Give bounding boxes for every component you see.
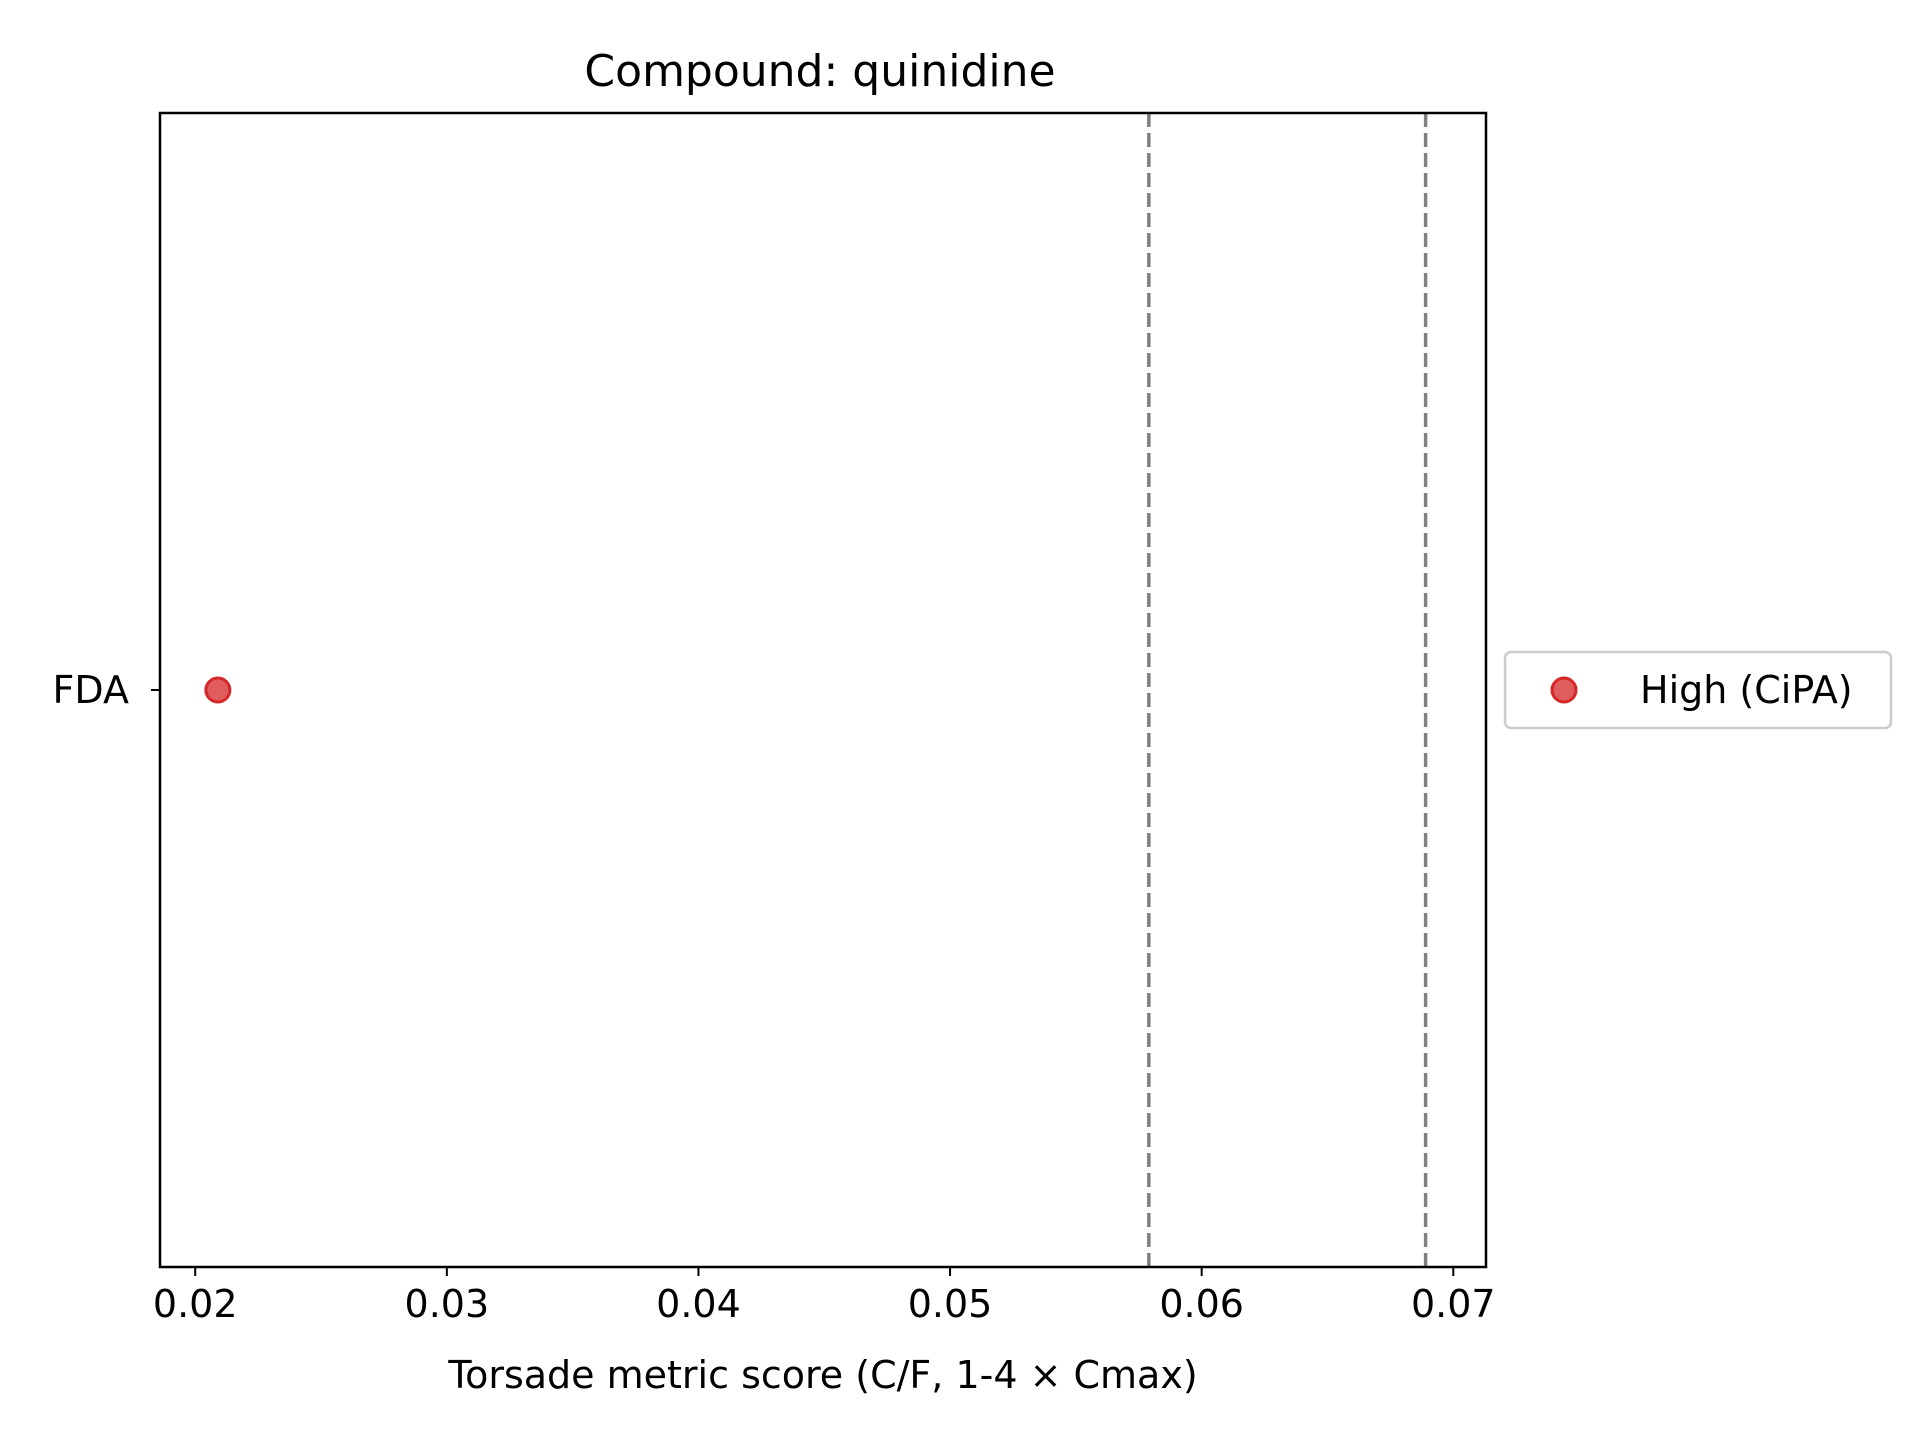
x-tick-label: 0.06 [1159, 1282, 1244, 1326]
plot-area [204, 113, 1428, 1267]
x-tick-label: 0.07 [1411, 1282, 1496, 1326]
y-tick-label: FDA [53, 668, 129, 712]
y-axis: FDA [53, 668, 160, 712]
x-tick-label: 0.03 [405, 1282, 490, 1326]
legend-frame [1503, 650, 1893, 730]
x-tick-label: 0.05 [908, 1282, 993, 1326]
legend-label: High (CiPA) [1640, 668, 1853, 712]
legend-marker [1550, 676, 1578, 704]
x-axis: 0.02 0.03 0.04 0.05 0.06 0.07 [153, 1267, 1496, 1326]
chart-title: Compound: quinidine [584, 46, 1055, 97]
data-point [204, 676, 232, 704]
x-axis-label: Torsade metric score (C/F, 1-4 × Cmax) [447, 1353, 1197, 1397]
plot-frame [158, 111, 1488, 1269]
x-tick-label: 0.02 [153, 1282, 238, 1326]
legend: High (CiPA) [1503, 650, 1893, 730]
x-tick-label: 0.04 [656, 1282, 741, 1326]
